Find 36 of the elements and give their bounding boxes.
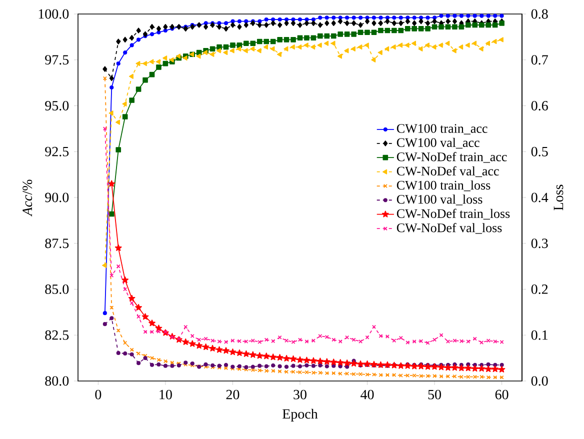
y-tick-label: 85.0 [45,284,69,294]
legend-label: CW100 train_acc [396,124,488,134]
y2-tick-label: 0.2 [531,284,548,294]
x-tick-label: 60 [495,390,508,400]
legend-label: CW100 train_loss [396,180,490,192]
x-tick-label: 50 [428,390,441,400]
y-tick-label: 97.5 [45,55,69,65]
y-tick-label: 100.0 [38,9,69,19]
x-tick-label: 40 [360,390,374,400]
legend-label: CW-NoDef val_acc [396,166,499,178]
x-axis-title: Epoch [282,408,318,422]
y-tick-label: 90.0 [45,192,69,202]
legend-label: CW-NoDef train_loss [396,208,510,220]
legend-label: CW100 val_loss [396,194,482,206]
x-tick-label: 20 [226,390,240,400]
y2-tick-label: 0.3 [531,238,548,248]
legend-label: CW-NoDef val_loss [396,222,502,234]
y2-tick-label: 0.6 [531,100,548,111]
y2-tick-label: 0.1 [531,330,548,340]
y-tick-label: 92.5 [45,146,69,156]
y2-tick-label: 0.5 [531,146,548,156]
y-tick-label: 82.5 [45,330,69,340]
y2-tick-label: 0.8 [531,9,548,19]
legend-label: CW100 val_acc [396,138,480,149]
x-tick-label: 10 [160,390,172,400]
y2-tick-label: 0.7 [531,55,548,65]
y-tick-label: 95.0 [45,100,69,111]
x-tick-label: 30 [294,390,306,400]
y-tick-label: 80.0 [45,376,69,386]
y2-axis-title: Loss [554,184,564,210]
legend-label: CW-NoDef train_acc [396,152,507,163]
y-tick-label: 87.5 [45,238,69,248]
x-tick-label: 0 [95,390,102,400]
y-axis-title: Acc/% [22,180,32,217]
y2-tick-label: 0.0 [531,376,548,386]
y2-tick-label: 0.4 [531,192,548,202]
